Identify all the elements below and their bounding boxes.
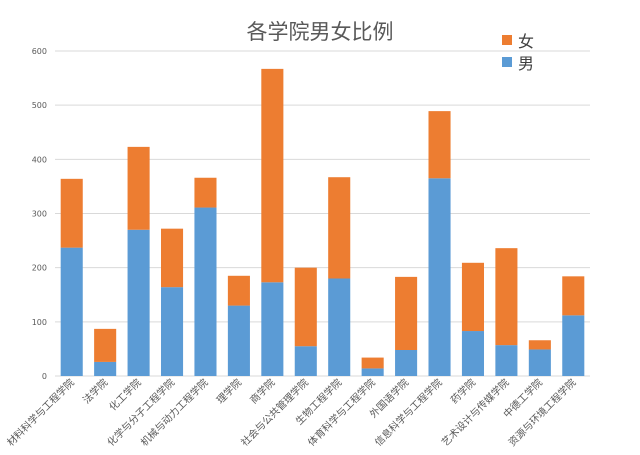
- y-tick-label-600: 600: [32, 47, 47, 56]
- bar-female-2: [127, 146, 150, 230]
- bar-female-11: [428, 111, 451, 179]
- bar-male-8: [328, 278, 351, 376]
- bar-female-1: [94, 328, 117, 362]
- bar-female-10: [395, 276, 418, 350]
- bar-male-9: [361, 368, 384, 376]
- bar-male-13: [495, 345, 518, 376]
- bar-female-13: [495, 248, 518, 346]
- bar-male-7: [294, 346, 317, 376]
- bar-female-6: [261, 68, 284, 283]
- bar-female-9: [361, 357, 384, 369]
- legend-item-male: 男: [502, 52, 535, 73]
- legend-item-female: 女: [502, 30, 535, 51]
- legend-swatch-male: [502, 57, 512, 67]
- legend-swatch-female: [502, 35, 512, 45]
- bar-male-2: [127, 229, 150, 376]
- bar-male-6: [261, 282, 284, 376]
- bar-male-4: [194, 207, 217, 376]
- x-tick-label-12: 药学院: [448, 376, 478, 406]
- legend-label-male: 男: [518, 54, 535, 73]
- x-tick-label-6: 商学院: [247, 376, 277, 406]
- y-tick-label-100: 100: [32, 318, 47, 327]
- y-tick-label-200: 200: [32, 264, 47, 273]
- y-tick-label-500: 500: [32, 101, 47, 110]
- bar-male-12: [461, 331, 485, 376]
- x-tick-label-5: 理学院: [214, 376, 244, 406]
- legend-label-female: 女: [518, 32, 535, 51]
- bar-female-8: [328, 177, 351, 279]
- bar-female-7: [294, 267, 317, 347]
- y-tick-label-0: 0: [42, 372, 47, 381]
- bar-male-11: [428, 178, 451, 376]
- bar-male-0: [60, 247, 83, 376]
- bar-female-0: [60, 178, 83, 248]
- bar-male-15: [562, 315, 585, 376]
- bar-female-5: [227, 275, 250, 306]
- bar-male-14: [528, 349, 551, 376]
- bar-male-5: [227, 305, 250, 376]
- bar-female-4: [194, 177, 217, 208]
- y-tick-label-400: 400: [32, 155, 47, 164]
- bar-female-3: [160, 228, 184, 288]
- x-tick-label-1: 法学院: [80, 376, 110, 406]
- y-tick-label-300: 300: [32, 210, 47, 219]
- chart-title: 各学院男女比例: [246, 20, 394, 44]
- bar-male-3: [160, 287, 184, 376]
- x-tick-label-0: 材料科学与工程学院: [4, 376, 77, 449]
- bar-female-14: [528, 340, 551, 350]
- bar-female-15: [562, 276, 585, 316]
- bar-male-1: [94, 361, 117, 376]
- bar-male-10: [395, 350, 418, 376]
- bar-female-12: [461, 262, 485, 332]
